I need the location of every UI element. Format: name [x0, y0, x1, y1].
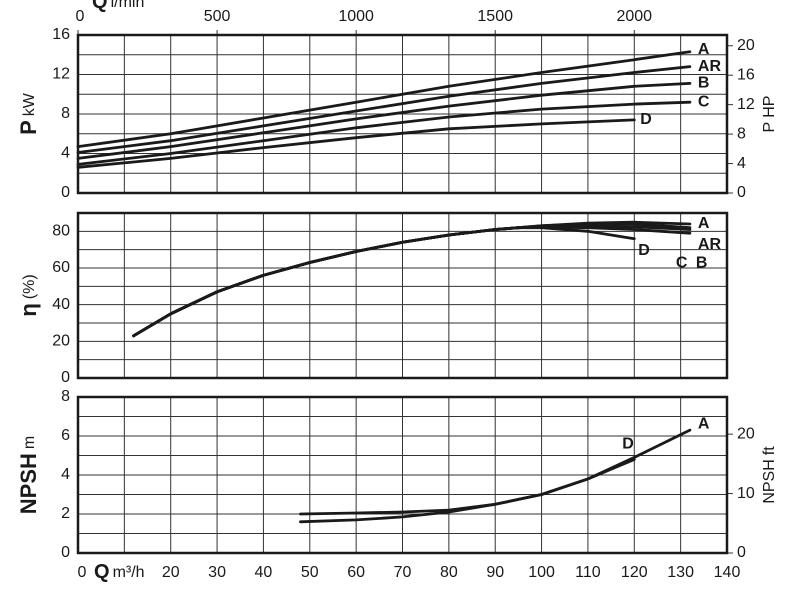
curve-label: AR — [698, 236, 722, 253]
y2-unit: ft — [761, 446, 778, 455]
y-tick-label: 60 — [52, 259, 70, 276]
y-tick-label: 0 — [61, 544, 70, 561]
y-tick-label: 2 — [61, 505, 70, 522]
plot-frame — [76, 33, 729, 195]
top-tick-label: 1000 — [338, 8, 374, 25]
y2-tick-label: 4 — [737, 155, 746, 172]
plot-frame — [76, 211, 729, 380]
y-tick-label: 4 — [61, 466, 70, 483]
x-tick-label: 60 — [347, 564, 365, 581]
x-tick-label: 110 — [575, 564, 601, 581]
y-tick-label: 0 — [61, 369, 70, 386]
y2-tick-label: 8 — [737, 125, 746, 142]
curve-label: A — [698, 415, 710, 432]
y-unit: kW — [21, 92, 38, 116]
curve — [76, 82, 692, 160]
curve-label: D — [622, 436, 634, 453]
y-unit: m — [21, 436, 38, 449]
y-tick-label: 4 — [61, 145, 70, 162]
top-tick-label: 500 — [204, 8, 231, 25]
x-tick-label: 80 — [440, 564, 458, 581]
x-symbol: Q — [94, 561, 110, 583]
curve-label: C — [698, 93, 710, 110]
y2-tick-label: 0 — [737, 184, 746, 201]
curve-label: D — [640, 111, 652, 128]
y-tick-label: 8 — [61, 388, 70, 405]
y2-tick-label: 0 — [737, 544, 746, 561]
top-unit: l/min — [111, 0, 145, 11]
curve — [132, 226, 636, 338]
y2-unit: HP — [761, 96, 778, 118]
y-symbol: P — [16, 120, 41, 135]
curve — [76, 100, 692, 166]
y2-axis-label: P HP — [761, 96, 778, 133]
curve-label: A — [698, 41, 710, 58]
y-symbol: η — [16, 303, 41, 316]
x-tick-label: 40 — [255, 564, 273, 581]
x-unit: m³/h — [113, 564, 145, 581]
top-tick-label: 2000 — [616, 8, 652, 25]
x-tick-label: 0 — [78, 564, 87, 581]
curve — [76, 118, 636, 169]
y-tick-label: 80 — [52, 223, 70, 240]
top-tick-label: 0 — [76, 8, 85, 25]
y2-tick-label: 10 — [737, 485, 755, 502]
y-tick-label: 12 — [52, 66, 70, 83]
x-tick-label: 90 — [486, 564, 504, 581]
curve — [76, 50, 692, 148]
curve-label: AR — [698, 58, 722, 75]
x-tick-label: 70 — [394, 564, 412, 581]
y-axis-label: NPSH m — [16, 436, 41, 514]
curve-label: A — [698, 215, 710, 232]
top-tick-label: 1500 — [477, 8, 513, 25]
y2-tick-label: 12 — [737, 96, 755, 113]
x-tick-label: 140 — [714, 564, 741, 581]
y2-axis-label: NPSH ft — [761, 446, 778, 504]
x-tick-label: 30 — [208, 564, 226, 581]
y-unit: (%) — [21, 274, 38, 299]
y-tick-label: 16 — [52, 26, 70, 43]
y2-tick-label: 16 — [737, 66, 755, 83]
y2-tick-label: 20 — [737, 37, 755, 54]
y2-symbol: P — [761, 122, 778, 133]
curve — [76, 65, 692, 154]
y-axis-label: PkW — [16, 92, 41, 135]
plot-frame — [76, 395, 729, 555]
x-tick-label: 20 — [162, 564, 180, 581]
y-tick-label: 6 — [61, 427, 70, 444]
curve-label: B — [698, 75, 710, 92]
curve-label: D — [638, 242, 650, 259]
top-symbol: Q — [92, 0, 108, 13]
x-tick-label: 50 — [301, 564, 319, 581]
x-tick-label: 100 — [528, 564, 555, 581]
curve — [299, 458, 636, 524]
curve-label: B — [696, 255, 708, 272]
y2-tick-label: 20 — [737, 425, 755, 442]
y-tick-label: 8 — [61, 105, 70, 122]
y-tick-label: 40 — [52, 296, 70, 313]
x-tick-label: 120 — [621, 564, 648, 581]
y-symbol: NPSH — [16, 453, 41, 514]
y2-symbol: NPSH — [761, 459, 778, 503]
y-tick-label: 0 — [61, 184, 70, 201]
curve-label: C — [676, 254, 688, 271]
x-tick-label: 130 — [667, 564, 694, 581]
y-tick-label: 20 — [52, 333, 70, 350]
y-axis-label: η (%) — [16, 274, 41, 316]
